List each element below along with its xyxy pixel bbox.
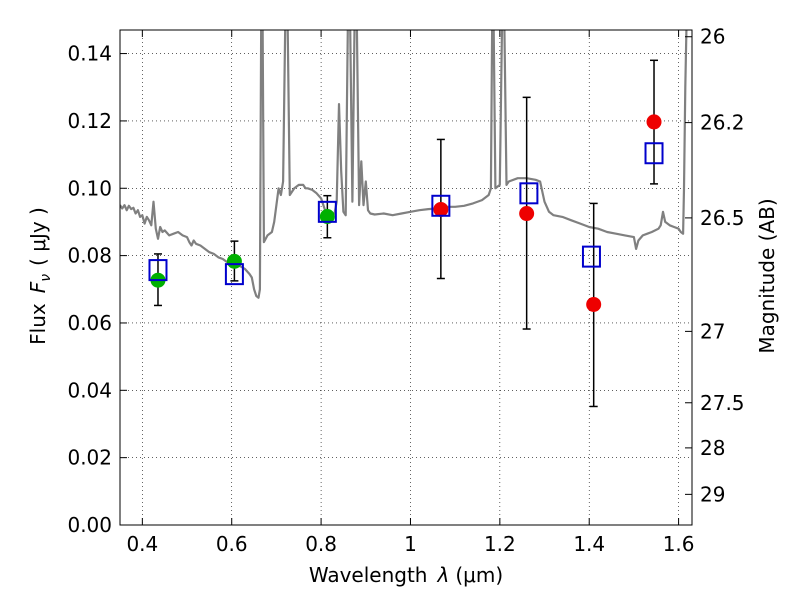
y-axis-symbol: F (26, 281, 50, 293)
magnitude-tick-label: 27.5 (700, 391, 745, 415)
x-axis-ticks: 0.4 0.6 0.8 1 1.2 1.4 1.6 (126, 30, 695, 556)
magnitude-tick-label: 28 (700, 436, 725, 460)
y-tick-label: 0.08 (67, 244, 112, 268)
model-spectrum (120, 30, 688, 299)
y-tick-label: 0.02 (67, 446, 112, 470)
data-point (586, 296, 602, 312)
data-point (646, 114, 662, 130)
y-axis-subscript: ν (38, 274, 54, 282)
plot-frame (119, 29, 693, 526)
y-axis-title: Flux Fν ( μJy ) (26, 207, 54, 345)
x-tick-label: 1.6 (663, 532, 695, 556)
model-photometry-marker (581, 245, 601, 268)
y-tick-label: 0.12 (67, 109, 112, 133)
x-tick-label: 0.6 (216, 532, 248, 556)
magnitude-tick-label: 27 (700, 319, 725, 343)
y-axis-label: Flux (26, 303, 50, 345)
y-axis-ticks: 0.00 0.02 0.04 0.06 0.08 0.10 0.12 0.14 (67, 42, 127, 537)
y-tick-label: 0.14 (67, 42, 112, 66)
model-photometry-marker (317, 200, 337, 223)
model-photometry-marker (519, 182, 539, 205)
x-axis-label: Wavelength (309, 563, 428, 587)
model-photometry-markers (148, 142, 664, 286)
x-tick-label: 1.4 (573, 532, 605, 556)
y-tick-label: 0.06 (67, 311, 112, 335)
model-photometry-marker (148, 259, 168, 282)
y-axis-unit: ( μJy ) (26, 207, 50, 266)
magnitude-axis-title: Magnitude (AB) (755, 198, 779, 353)
magnitude-axis-ticks: 26 26.2 26.5 27 27.5 28 29 (685, 25, 745, 506)
magnitude-tick-label: 26.2 (700, 111, 745, 135)
x-axis-title: Wavelength λ (μm) (309, 563, 503, 587)
data-point (226, 253, 242, 269)
magnitude-tick-label: 26 (700, 25, 725, 49)
y-tick-label: 0.00 (67, 513, 112, 537)
x-tick-label: 1 (404, 532, 417, 556)
plot-background (120, 30, 692, 525)
magnitude-tick-label: 29 (700, 482, 725, 506)
model-spectrum-line (120, 30, 688, 299)
model-photometry-marker (431, 194, 451, 217)
model-photometry-marker (224, 263, 244, 286)
y-tick-label: 0.04 (67, 378, 112, 402)
data-point (433, 201, 449, 217)
x-axis-symbol: λ (437, 563, 450, 587)
y-tick-label: 0.10 (67, 176, 112, 200)
magnitude-tick-label: 26.5 (700, 206, 745, 230)
x-axis-unit: (μm) (455, 563, 503, 587)
x-tick-label: 1.2 (484, 532, 516, 556)
model-photometry-marker (644, 142, 664, 165)
x-tick-label: 0.8 (305, 532, 337, 556)
data-point (519, 206, 535, 222)
data-point (319, 209, 335, 225)
x-tick-label: 0.4 (126, 532, 158, 556)
